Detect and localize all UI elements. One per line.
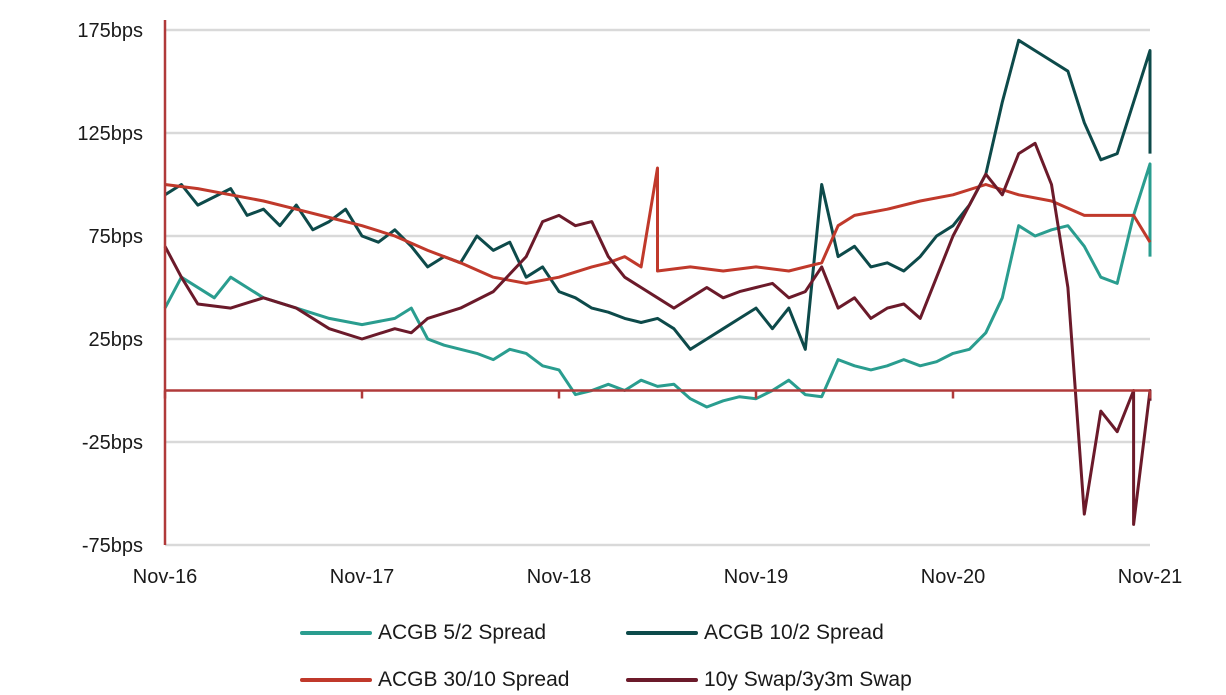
y-tick-label: 125bps [77, 123, 143, 145]
legend-item-acgb-30-10: ACGB 30/10 Spread [300, 665, 569, 695]
x-tick-label: Nov-19 [724, 566, 788, 588]
legend-swatch-acgb-30-10 [300, 678, 372, 682]
y-tick-label: 75bps [89, 226, 144, 248]
x-tick-label: Nov-18 [527, 566, 591, 588]
line-chart: 175bps 125bps 75bps 25bps -25bps -75bps Nov-1… [77, 20, 1182, 588]
legend-swatch-acgb-10-2 [626, 631, 698, 635]
legend-label-acgb-10-2: ACGB 10/2 Spread [704, 621, 884, 644]
series-lines [163, 38, 1152, 526]
y-tick-label: -75bps [82, 535, 143, 557]
x-tick-label: Nov-21 [1118, 566, 1182, 588]
legend: ACGB 5/2 Spread ACGB 10/2 Spread ACGB 30… [0, 615, 1226, 691]
series-line-0 [163, 162, 1152, 409]
legend-swatch-acgb-5-2 [300, 631, 372, 635]
series-line-3 [163, 141, 1152, 526]
legend-item-swap: 10y Swap/3y3m Swap [626, 665, 912, 695]
x-tick-label: Nov-20 [921, 566, 985, 588]
legend-item-acgb-5-2: ACGB 5/2 Spread [300, 618, 546, 648]
y-tick-label: -25bps [82, 432, 143, 454]
legend-item-acgb-10-2: ACGB 10/2 Spread [626, 618, 884, 648]
x-axis-labels: Nov-16 Nov-17 Nov-18 Nov-19 Nov-20 Nov-21 [133, 566, 1182, 588]
series-line-1 [164, 38, 1152, 351]
series-line-2 [164, 166, 1152, 285]
y-tick-label: 175bps [77, 20, 143, 42]
legend-label-acgb-30-10: ACGB 30/10 Spread [378, 668, 570, 691]
y-axis-labels: 175bps 125bps 75bps 25bps -25bps -75bps [77, 20, 143, 557]
legend-swatch-swap [626, 678, 698, 682]
x-tick-label: Nov-16 [133, 566, 197, 588]
legend-label-acgb-5-2: ACGB 5/2 Spread [378, 621, 547, 644]
x-tick-label: Nov-17 [330, 566, 394, 588]
axes [163, 20, 1152, 545]
legend-label-swap: 10y Swap/3y3m Swap [704, 668, 912, 691]
y-tick-label: 25bps [89, 329, 144, 351]
